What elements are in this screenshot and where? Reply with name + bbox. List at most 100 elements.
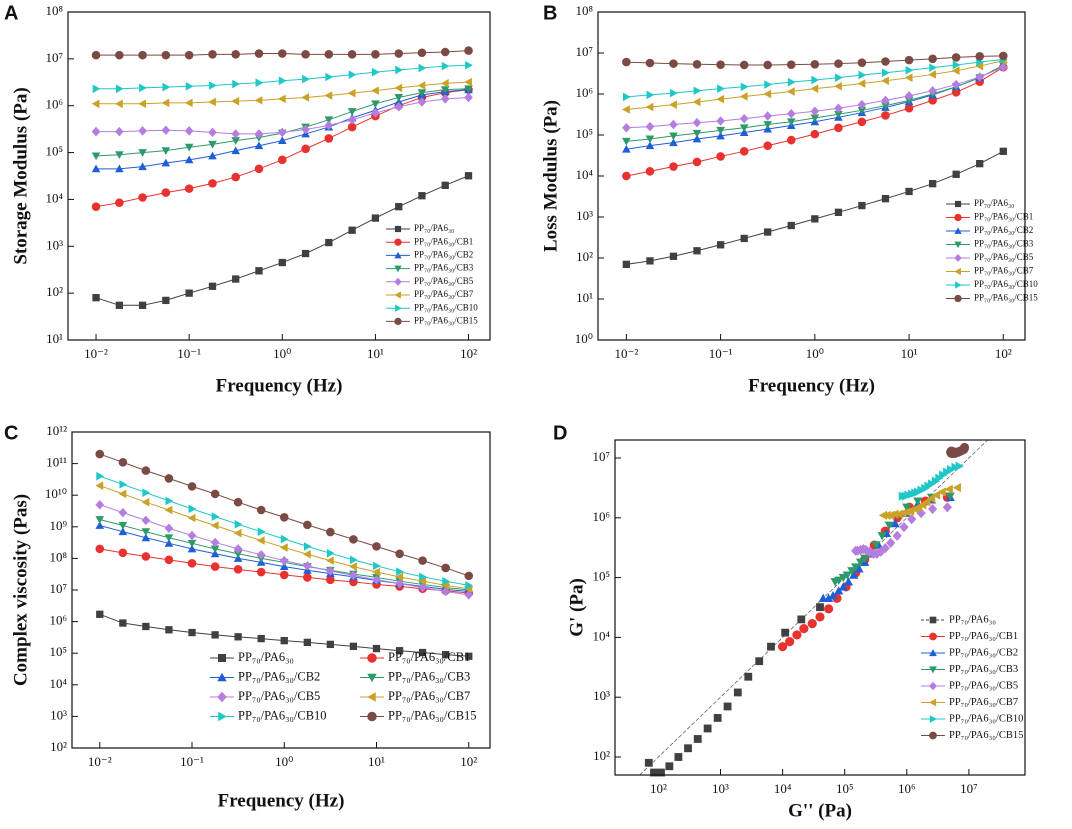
legend-label: PP₇₀/PA6₃₀/CB7 — [414, 289, 474, 299]
y-tick-label: 10⁸ — [575, 3, 593, 18]
point — [347, 88, 356, 98]
point — [326, 640, 335, 649]
point — [395, 549, 404, 559]
point — [823, 604, 834, 614]
y-tick-label: 10² — [46, 284, 63, 299]
point — [810, 106, 820, 116]
panel-label: B — [543, 2, 557, 24]
point — [441, 586, 450, 597]
y-tick-label: 10¹ — [46, 331, 63, 346]
point — [161, 98, 170, 108]
legend-marker — [394, 291, 401, 299]
point — [763, 60, 772, 70]
point — [882, 68, 890, 78]
legend-label: PP₇₀/PA6₃₀/CB7 — [949, 697, 1018, 708]
x-tick-label: 10⁻¹ — [709, 346, 733, 361]
x-axis-label: Frequency (Hz) — [218, 790, 345, 811]
y-tick-label: 10⁵ — [575, 126, 593, 141]
legend-label: PP₇₀/PA6₃₀/CB2 — [414, 249, 473, 259]
point — [645, 58, 655, 68]
point — [892, 530, 902, 541]
point — [142, 622, 150, 631]
point — [799, 624, 809, 634]
point — [931, 490, 941, 500]
point — [95, 544, 105, 554]
point — [303, 638, 312, 647]
point — [834, 110, 843, 119]
point — [665, 762, 674, 771]
point — [161, 50, 171, 60]
point — [277, 136, 287, 145]
point — [118, 489, 127, 499]
point — [277, 127, 287, 138]
point — [857, 58, 867, 68]
y-tick-label: 10⁷ — [575, 44, 593, 59]
point — [645, 102, 654, 112]
legend-marker — [954, 200, 962, 208]
point — [256, 536, 265, 545]
legend-label: PP₇₀/PA6₃₀/CB15 — [974, 293, 1038, 303]
y-axis-label: Loss Modulus (Pa) — [540, 100, 561, 252]
point — [975, 72, 985, 82]
y-tick-label: 10⁷ — [45, 50, 63, 65]
point — [465, 581, 474, 590]
legend-label: PP₇₀/PA6₃₀ — [949, 614, 996, 625]
point — [115, 198, 124, 208]
point — [763, 141, 772, 150]
point — [703, 724, 712, 733]
y-tick-label: 10² — [593, 748, 610, 763]
series-line — [95, 89, 469, 208]
point — [141, 466, 151, 475]
y-tick-label: 10⁷ — [49, 581, 67, 596]
point — [723, 702, 732, 711]
point — [395, 578, 404, 589]
legend-marker — [367, 711, 377, 722]
point — [955, 461, 964, 471]
point — [881, 102, 890, 110]
point — [905, 65, 914, 75]
legend-label: PP₇₀/PA6₃₀/CB3 — [414, 263, 474, 273]
y-tick-label: 10¹ — [576, 290, 593, 305]
y-tick-label: 10⁶ — [592, 509, 610, 524]
point — [872, 548, 882, 559]
point — [716, 60, 725, 69]
legend-marker — [367, 653, 377, 663]
point — [231, 50, 240, 59]
point — [303, 561, 312, 571]
legend-marker — [954, 267, 961, 276]
point — [280, 534, 289, 544]
point — [928, 86, 937, 96]
point — [860, 554, 870, 563]
point — [976, 160, 984, 168]
point — [857, 106, 867, 115]
point — [188, 504, 197, 514]
point — [834, 576, 844, 585]
point — [669, 100, 677, 109]
point — [959, 442, 970, 453]
point — [91, 202, 101, 211]
legend-marker — [394, 265, 402, 273]
x-axis-label: Frequency (Hz) — [216, 375, 343, 396]
point — [622, 137, 631, 146]
point — [740, 234, 748, 243]
point — [184, 50, 194, 60]
point — [787, 77, 796, 87]
point — [349, 642, 358, 650]
legend-marker — [954, 253, 962, 263]
point — [278, 76, 287, 86]
legend-marker — [394, 225, 402, 233]
legend-marker — [954, 241, 962, 249]
x-tick-label: 10⁻² — [88, 754, 112, 769]
panel-label: C — [4, 422, 18, 444]
point — [692, 157, 702, 167]
point — [739, 128, 749, 136]
point — [184, 126, 194, 136]
point — [210, 521, 219, 530]
point — [670, 88, 678, 98]
legend-marker — [217, 653, 227, 663]
point — [857, 79, 866, 88]
point — [755, 657, 764, 666]
point — [440, 47, 450, 57]
point — [210, 562, 220, 571]
y-tick-label: 10³ — [50, 707, 67, 722]
